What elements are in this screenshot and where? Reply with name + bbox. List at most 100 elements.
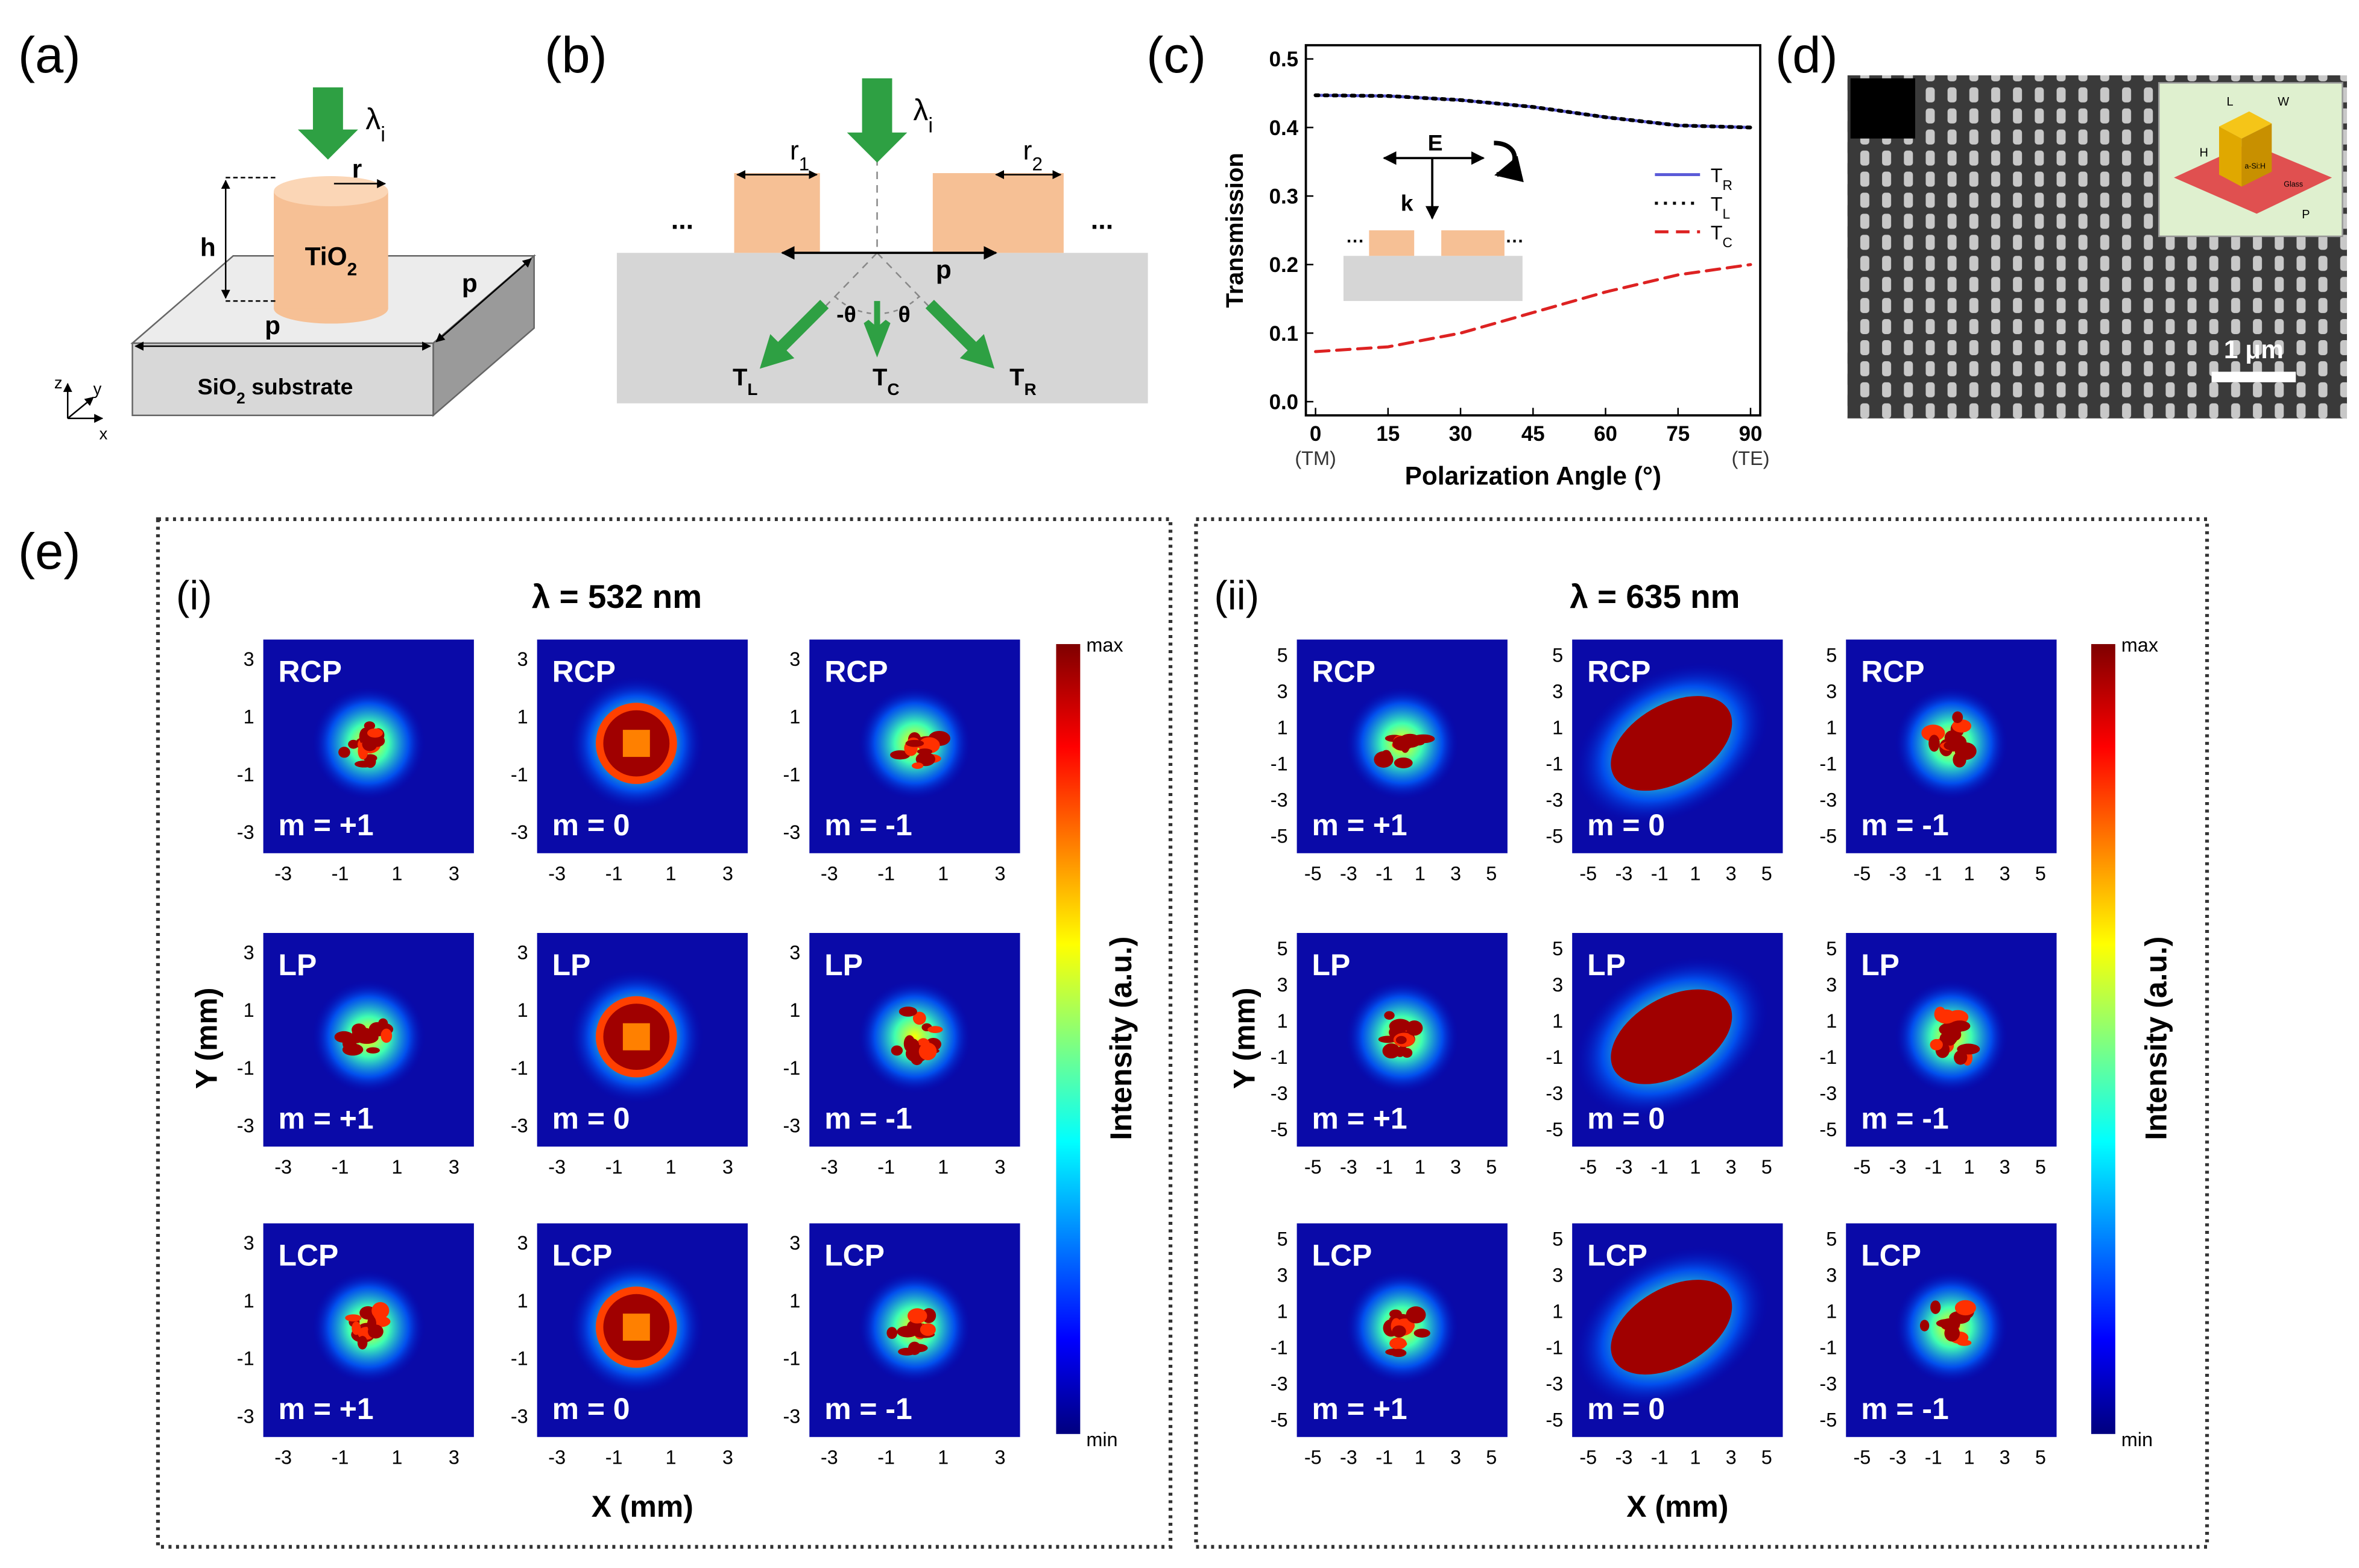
x-tick-label: -1 <box>1375 1156 1393 1178</box>
x-tick-label: -1 <box>605 1447 623 1468</box>
x-tick-label: 1 <box>1963 863 1974 885</box>
speckle <box>1930 1038 1943 1051</box>
colorbar-max: max <box>1086 634 1123 656</box>
y-tick-label: -1 <box>237 1348 254 1370</box>
y-tick-label: -1 <box>783 1057 800 1079</box>
y-tick-label: -3 <box>511 1115 528 1137</box>
y-tick-label: -1 <box>511 1057 528 1079</box>
speckle <box>908 1344 928 1353</box>
speckle <box>1395 1035 1407 1045</box>
y-tick-label: -3 <box>237 1115 254 1137</box>
y-tick-label: 3 <box>517 1232 528 1254</box>
order-label: m = 0 <box>552 1101 630 1135</box>
y-tick-label: 5 <box>1552 644 1563 666</box>
intensity-map: RCP m = 0 -3 -1 1 3 -3 -1 1 3 <box>511 639 748 885</box>
y-tick-label: 5 <box>1826 1228 1837 1250</box>
label: k <box>1401 190 1413 215</box>
polarization-label: LCP <box>1312 1238 1372 1272</box>
x-tick-label: 60 <box>1594 422 1617 446</box>
speckle <box>367 1315 377 1332</box>
x-tick-label: 90 <box>1739 422 1763 446</box>
x-tick-label: 1 <box>1415 1447 1426 1468</box>
speckle <box>917 748 933 755</box>
y-tick-label: -5 <box>1546 826 1563 847</box>
beam-core <box>1611 696 1732 791</box>
speckle <box>927 1026 943 1033</box>
x-tick-label: -5 <box>1579 863 1597 885</box>
y-tick-label: -3 <box>1271 1373 1288 1395</box>
pillar <box>932 173 1064 253</box>
intensity-map: RCP m = -1 -5 -3 -1 1 3 5 -5 -3 -1 1 3 5 <box>1819 639 2057 885</box>
y-tick-label: -1 <box>1819 1046 1837 1068</box>
x-tick-label: 3 <box>1726 863 1737 885</box>
y-tick-label: 1 <box>1277 1301 1288 1323</box>
label: TC <box>873 364 900 399</box>
x-tick-label: 1 <box>1690 1447 1701 1468</box>
axis-y <box>67 396 94 419</box>
intensity-map: LCP m = +1 -3 -1 1 3 -3 -1 1 3 <box>237 1223 474 1468</box>
y-tick-label: 1 <box>789 706 800 728</box>
rotation-arrow <box>1494 141 1524 183</box>
order-label: m = +1 <box>1312 1101 1407 1135</box>
speckle <box>367 728 383 738</box>
y-tick-label: -1 <box>237 1057 254 1079</box>
y-tick-label: 3 <box>789 648 800 670</box>
scale-label: 1 μm <box>2224 335 2284 364</box>
polarization-label: LCP <box>1861 1238 1921 1272</box>
y-tick-label: -1 <box>511 1348 528 1370</box>
intensity-map: LP m = 0 -3 -1 1 3 -3 -1 1 3 <box>511 932 748 1178</box>
label: E <box>1428 130 1443 156</box>
y-tick-label: -1 <box>1546 1046 1563 1068</box>
y-tick-label: 0.0 <box>1269 390 1299 414</box>
x-tick-label: -1 <box>1651 1156 1669 1178</box>
y-tick-label: 5 <box>1277 1228 1288 1250</box>
y-tick-label: 3 <box>244 648 254 670</box>
beam-glow <box>857 979 972 1094</box>
x-tick-label: -3 <box>274 863 292 885</box>
x-tick-label: 3 <box>1726 1156 1737 1178</box>
x-tick-label: 1 <box>938 1447 949 1468</box>
pillar-body <box>274 191 388 309</box>
y-tick-label: -5 <box>1819 1409 1837 1431</box>
x-tick-label: 3 <box>1450 1447 1461 1468</box>
intensity-map: RCP m = -1 -3 -1 1 3 -3 -1 1 3 <box>783 639 1020 885</box>
x-axis-label: X (mm) <box>592 1490 693 1523</box>
speckle <box>1928 735 1940 752</box>
label: h <box>200 233 216 261</box>
inset-pillar <box>1369 230 1415 256</box>
speckle <box>345 1314 362 1322</box>
guide <box>789 252 878 344</box>
x-tick-label: 3 <box>722 1447 733 1468</box>
x-tick-label: -5 <box>1304 863 1322 885</box>
panel-c: (c) ··· ··· E k <box>1146 26 1524 302</box>
y-tick-label: 3 <box>1826 974 1837 996</box>
panel-label: (e) <box>18 522 81 580</box>
inset-label: W <box>2278 95 2289 109</box>
x-tick-label: -1 <box>1925 1447 1942 1468</box>
sem-corner <box>1850 78 1916 139</box>
speckle <box>1957 1043 1980 1055</box>
x-tick-label: -1 <box>877 1447 895 1468</box>
speckle <box>364 721 376 730</box>
y-tick-label: 5 <box>1277 938 1288 959</box>
y-tick-label: -1 <box>1546 753 1563 775</box>
speckle <box>1413 1329 1430 1338</box>
y-tick-label: 1 <box>1826 1010 1837 1032</box>
polarization-label: LP <box>1861 948 1900 982</box>
y-tick-label: 5 <box>1826 644 1837 666</box>
y-tick-label: 1 <box>517 999 528 1021</box>
label: SiO2 substrate <box>198 374 353 407</box>
x-tick-label: 3 <box>994 1156 1005 1178</box>
y-tick-label: -5 <box>1271 826 1288 847</box>
y-tick-label: -5 <box>1819 826 1837 847</box>
speckle <box>898 1007 917 1017</box>
y-tick-label: -1 <box>1271 1046 1288 1068</box>
x-tick-label: -3 <box>548 1156 566 1178</box>
y-tick-label: -3 <box>1819 1373 1837 1395</box>
y-tick-label: 1 <box>1826 717 1837 739</box>
inset-pillar-side <box>2218 126 2242 187</box>
intensity-map: LCP m = -1 -5 -3 -1 1 3 5 -5 -3 -1 1 3 5 <box>1819 1223 2057 1468</box>
guide <box>876 252 965 344</box>
x-tick-label: 1 <box>1963 1156 1974 1178</box>
x-tick-label: 3 <box>1450 863 1461 885</box>
